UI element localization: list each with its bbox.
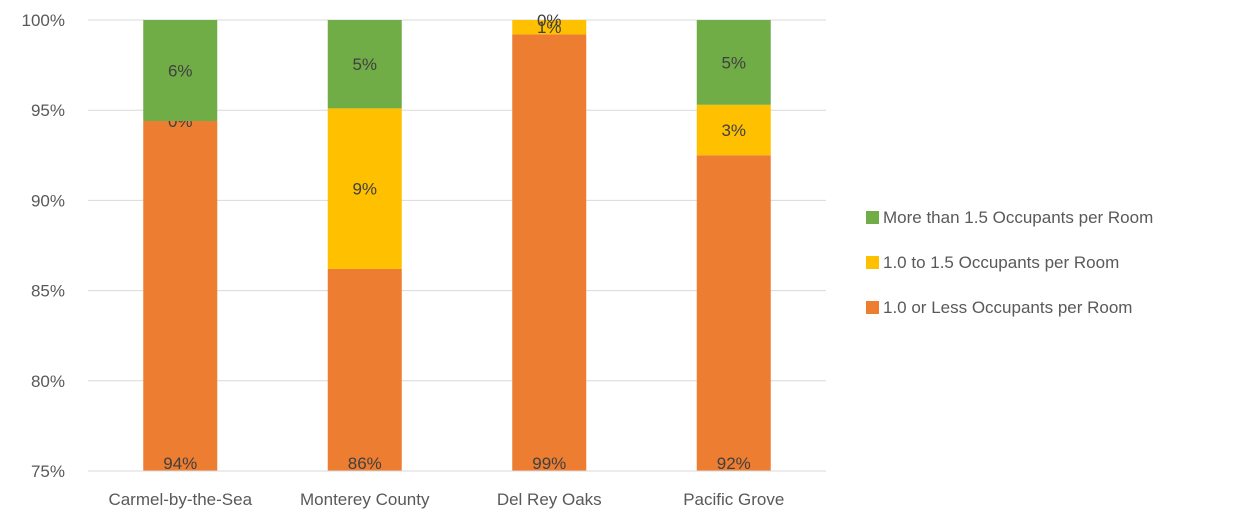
data-label: 1% <box>537 18 562 37</box>
bar-segment <box>143 121 218 472</box>
bar-segment <box>327 108 402 269</box>
data-label: 0% <box>537 11 562 30</box>
data-label: 99% <box>532 454 566 473</box>
data-label: 92% <box>717 454 751 473</box>
legend-swatch <box>866 256 879 269</box>
legend-swatch <box>866 211 879 224</box>
x-tick-label: Carmel-by-the-Sea <box>108 490 252 509</box>
x-tick-label: Del Rey Oaks <box>497 490 602 509</box>
legend-label: More than 1.5 Occupants per Room <box>883 208 1153 227</box>
y-tick-label: 85% <box>31 282 65 301</box>
bar-segment <box>512 34 587 471</box>
y-tick-label: 90% <box>31 191 65 210</box>
y-tick-label: 95% <box>31 101 65 120</box>
y-tick-label: 100% <box>22 11 65 30</box>
data-label: 3% <box>721 121 746 140</box>
legend-label: 1.0 or Less Occupants per Room <box>883 298 1132 317</box>
bar-segment <box>327 268 402 471</box>
bar-segment <box>696 155 771 472</box>
bar-segment <box>696 104 771 156</box>
bar-segment <box>327 20 402 109</box>
data-label: 94% <box>163 454 197 473</box>
x-tick-label: Pacific Grove <box>683 490 784 509</box>
data-label: 5% <box>352 55 377 74</box>
data-label: 9% <box>352 180 377 199</box>
data-label: 6% <box>168 62 193 81</box>
y-tick-label: 75% <box>31 462 65 481</box>
y-tick-label: 80% <box>31 372 65 391</box>
legend-swatch <box>866 301 879 314</box>
data-label: 5% <box>721 53 746 72</box>
bar-segment <box>143 20 218 122</box>
bar-segment <box>512 20 587 35</box>
legend-label: 1.0 to 1.5 Occupants per Room <box>883 253 1119 272</box>
x-tick-label: Monterey County <box>300 490 430 509</box>
data-label: 86% <box>348 454 382 473</box>
bar-segment <box>696 20 771 105</box>
